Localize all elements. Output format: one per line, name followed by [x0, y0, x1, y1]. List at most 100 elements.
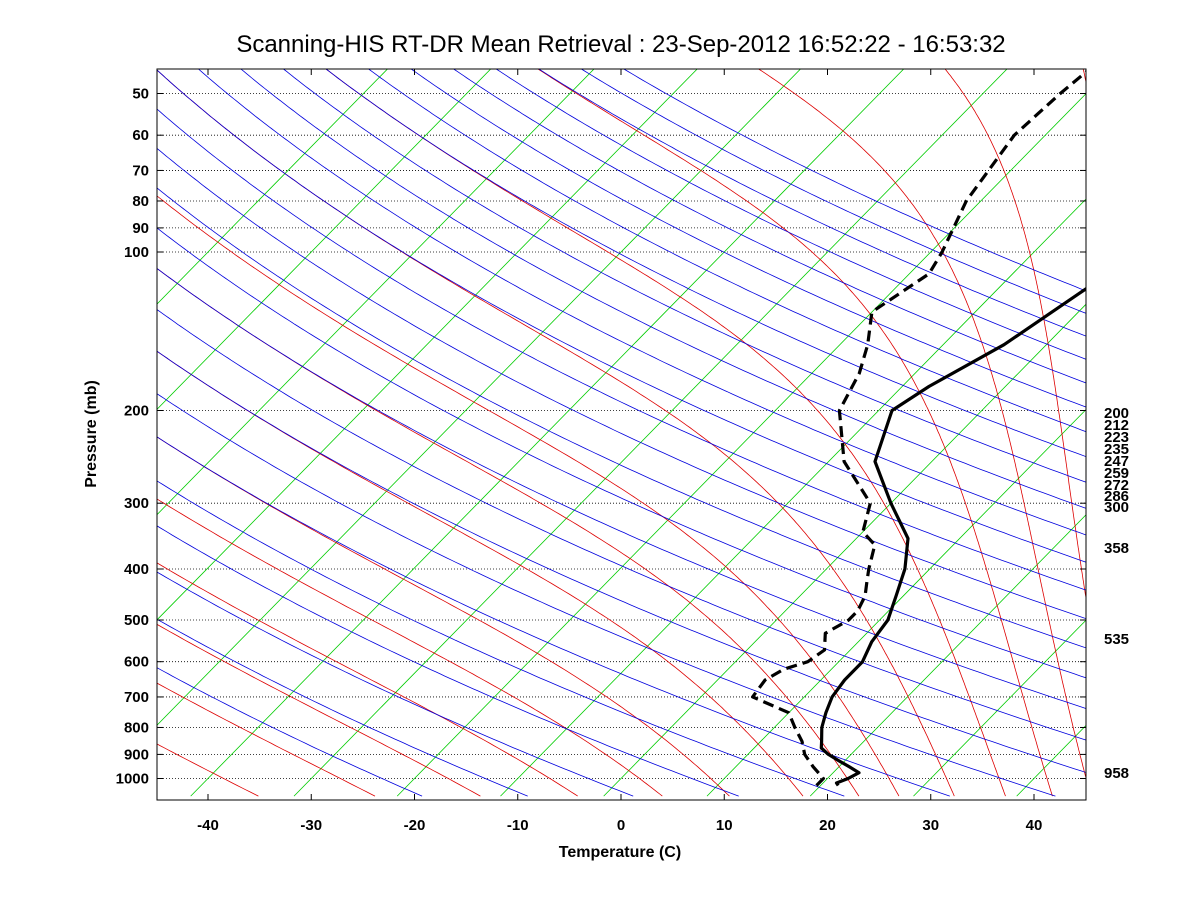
sounding-profiles	[751, 69, 1086, 787]
dry-adiabat-line	[157, 108, 1086, 591]
y-tick-label: 900	[124, 746, 149, 763]
moist-adiabat-label: 286	[1104, 488, 1129, 505]
moist-adiabat-line	[1193, 65, 1200, 792]
y-tick-label: 80	[132, 193, 149, 210]
moist-adiabat-label: 358	[1104, 540, 1129, 557]
dry-adiabat-line	[157, 480, 845, 797]
moist-adiabat-line	[157, 562, 578, 797]
isotherm-line	[157, 69, 492, 410]
y-tick-label: 700	[124, 689, 149, 706]
isotherm-line	[809, 514, 1086, 797]
moist-adiabat-label: 200	[1104, 405, 1129, 422]
dry-adiabat-line	[157, 187, 1086, 649]
isotherm-line	[157, 69, 698, 621]
moist-adiabat-label: 235	[1104, 441, 1129, 458]
dry-adiabat-line	[623, 69, 1086, 292]
moist-adiabat-line	[0, 65, 136, 796]
isotherm-line	[913, 619, 1086, 797]
y-tick-label: 1000	[116, 771, 149, 788]
dry-adiabat-line	[240, 69, 1086, 509]
dry-adiabat-line	[197, 69, 1086, 536]
y-tick-label: 100	[124, 244, 149, 261]
temperature-profile-line	[819, 286, 1086, 787]
moist-adiabat-line	[157, 195, 900, 797]
moist-adiabat-label: 272	[1104, 477, 1129, 494]
x-tick-label: -30	[300, 817, 322, 834]
dewpoint-profile-line	[751, 69, 1086, 787]
x-tick-label: 40	[1026, 817, 1043, 834]
x-tick-label: -40	[197, 817, 219, 834]
dry-adiabat-line	[367, 69, 1086, 433]
x-axis-label: Temperature (C)	[559, 844, 681, 861]
x-tick-label: -20	[404, 817, 426, 834]
dry-adiabat-line	[157, 309, 1086, 741]
y-tick-label: 50	[132, 86, 149, 103]
isotherm-line	[157, 69, 389, 305]
moist-adiabat-line	[157, 268, 860, 797]
plot-area	[157, 69, 1086, 800]
x-axis-ticks: -40 -30 -20 -10 0 10 20 30 40	[197, 69, 1042, 834]
moist-adiabat-line	[944, 69, 1086, 601]
moist-adiabat-line	[0, 65, 21, 796]
y-tick-label: 500	[124, 612, 149, 629]
dry-adiabat-lines	[157, 69, 1086, 797]
moist-adiabat-label: 535	[1104, 631, 1129, 648]
dry-adiabat-line	[580, 69, 1086, 314]
dry-adiabat-line	[157, 268, 1086, 709]
moist-adiabat-line	[757, 69, 1086, 780]
moist-adiabat-line	[157, 436, 730, 797]
background-lines	[0, 65, 1200, 797]
moist-adiabat-line	[157, 498, 663, 797]
moist-adiabat-lines	[0, 65, 1200, 797]
y-tick-label: 800	[124, 719, 149, 736]
y-axis-label: Pressure (mb)	[83, 380, 100, 488]
dry-adiabat-line	[157, 525, 739, 797]
isotherm-lines	[157, 69, 1086, 797]
dry-adiabat-line	[157, 227, 1086, 679]
y-axis-ticks: 50 60 70 80 90 100 200 300 400 500 600 700 800 900 100…	[116, 86, 1086, 788]
isotherm-line	[706, 409, 1086, 797]
y-tick-label: 60	[132, 127, 149, 144]
isotherm-line	[293, 69, 1008, 797]
dry-adiabat-line	[157, 350, 1086, 773]
y-tick-label: 600	[124, 654, 149, 671]
dry-adiabat-line	[410, 69, 1086, 408]
isotherm-line	[190, 69, 905, 797]
moist-adiabat-label: 300	[1104, 499, 1129, 516]
moist-adiabat-line	[157, 623, 481, 797]
y-tick-label: 400	[124, 561, 149, 578]
isotherm-line	[157, 69, 595, 516]
x-tick-label: 10	[716, 817, 733, 834]
moist-adiabat-label: 958	[1104, 765, 1129, 782]
chart-title: Scanning-HIS RT-DR Mean Retrieval : 23-S…	[236, 31, 1005, 58]
dry-adiabat-line	[495, 69, 1086, 360]
x-tick-label: 0	[617, 817, 625, 834]
moist-adiabat-label: 212	[1104, 417, 1129, 434]
moist-adiabat-label: 223	[1104, 429, 1129, 446]
x-tick-label: -10	[507, 817, 529, 834]
moist-adiabat-line	[1152, 65, 1193, 796]
dry-adiabat-line	[157, 69, 1086, 563]
dry-adiabat-line	[157, 571, 634, 797]
y-tick-label: 70	[132, 162, 149, 179]
isotherm-line	[500, 198, 1086, 797]
dry-adiabat-line	[157, 393, 1056, 797]
x-tick-label: 20	[819, 817, 836, 834]
y-tick-label: 200	[124, 402, 149, 419]
x-tick-label: 30	[922, 817, 939, 834]
isotherm-line	[157, 69, 802, 726]
moist-adiabat-label: 247	[1104, 453, 1129, 470]
moist-adiabat-line	[537, 69, 1053, 797]
isotherm-line	[603, 303, 1086, 797]
moist-adiabat-label: 259	[1104, 465, 1129, 482]
isotherm-line	[396, 93, 1086, 797]
y-tick-label: 90	[132, 220, 149, 237]
moist-adiabat-line	[325, 69, 1006, 797]
dry-adiabat-line	[157, 618, 528, 797]
dry-adiabat-line	[452, 69, 1086, 384]
dry-adiabat-line	[538, 69, 1086, 337]
dry-adiabat-line	[157, 667, 423, 797]
y-tick-label: 300	[124, 495, 149, 512]
